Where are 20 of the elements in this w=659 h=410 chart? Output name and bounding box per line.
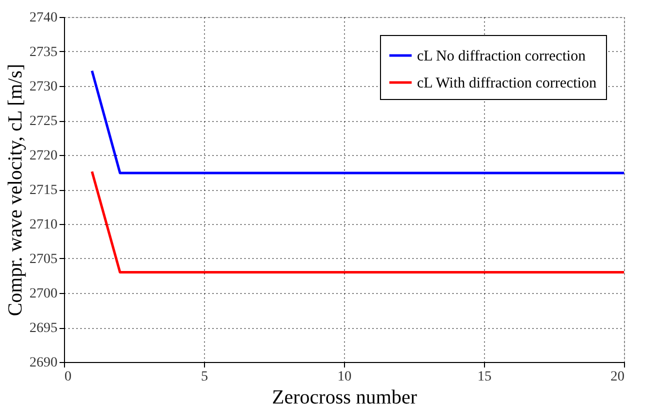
y-tick-label: 2695 (30, 321, 58, 336)
legend-label: cL With diffraction correction (417, 76, 597, 92)
y-tick-label: 2740 (30, 10, 58, 26)
y-tick-label: 2690 (30, 356, 58, 370)
y-tick-label: 2725 (30, 114, 58, 129)
x-tick-label: 20 (610, 370, 624, 384)
y-tick-label: 2710 (30, 218, 58, 232)
legend-label: cL No diffraction correction (417, 48, 586, 64)
y-tick-label: 2730 (30, 80, 58, 94)
x-axis-title: Zerocross number (272, 386, 418, 408)
y-axis-title: Compr. wave velocity, cL [m/s] (4, 64, 26, 316)
x-tick-label: 15 (478, 370, 492, 384)
x-tick-label: 0 (64, 370, 72, 384)
y-tick-label: 2705 (30, 252, 58, 267)
x-tick-label: 10 (338, 370, 352, 384)
y-tick-label: 2715 (30, 183, 58, 198)
y-tick-label: 2700 (30, 286, 58, 302)
y-tick-label: 2720 (30, 148, 58, 164)
x-tick-label: 5 (201, 370, 208, 384)
y-tick-label: 2735 (30, 45, 58, 60)
